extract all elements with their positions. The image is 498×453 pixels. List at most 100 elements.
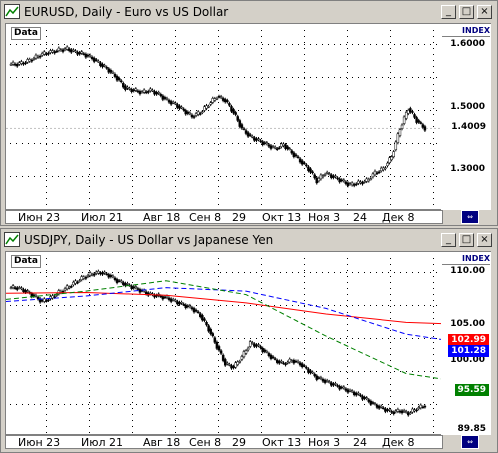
grid-dot <box>292 143 293 144</box>
title-bar[interactable]: USDJPY, Daily - US Dollar vs Japanese Ye… <box>2 230 496 250</box>
candle-body <box>86 275 90 277</box>
grid-dot <box>175 318 176 319</box>
candle-body <box>217 346 221 351</box>
grid-dot <box>132 432 133 433</box>
candle-body <box>259 346 262 349</box>
grid-dot <box>304 30 305 31</box>
grid-dot <box>154 305 155 306</box>
minimize-button[interactable]: _ <box>441 5 456 19</box>
grid-dot <box>244 305 245 306</box>
title-bar[interactable]: EURUSD, Daily - Euro vs US Dollar _ □ × <box>2 2 496 22</box>
grid-dot <box>390 72 391 73</box>
grid-dot <box>322 272 323 273</box>
x-tick: Дек 8 <box>382 211 415 224</box>
grid-dot <box>46 168 47 169</box>
grid-dot <box>112 110 113 111</box>
candle-body <box>319 377 323 379</box>
candle-body <box>199 113 202 115</box>
grid-dot <box>112 305 113 306</box>
grid-dot <box>433 384 434 385</box>
price-plot[interactable]: Data <box>5 251 443 435</box>
grid-dot <box>433 312 434 313</box>
grid-dot <box>52 338 53 339</box>
grid-dot <box>436 77 437 78</box>
grid-dot <box>46 144 47 145</box>
candle-body <box>9 287 13 289</box>
grid-dot <box>304 150 305 151</box>
grid-dot <box>261 264 262 265</box>
time-axis[interactable]: Июн 23 Июл 21 Авг 18 Сен 8 29 Окт 13 Ноя… <box>5 210 443 224</box>
grid-dot <box>304 426 305 427</box>
candle-body <box>367 179 371 182</box>
grid-dot <box>328 371 329 372</box>
grid-dot <box>347 132 348 133</box>
grid-dot <box>304 338 305 339</box>
candle-body <box>375 172 379 175</box>
grid-dot <box>28 272 29 273</box>
grid-dot <box>261 204 262 205</box>
grid-dot <box>424 77 425 78</box>
close-button[interactable]: × <box>477 233 492 247</box>
candle-body <box>105 66 108 69</box>
time-axis[interactable]: Июн 23 Июл 21 Авг 18 Сен 8 29 Окт 13 Ноя… <box>5 435 443 449</box>
candle-body <box>184 110 187 115</box>
grid-dot <box>132 312 133 313</box>
grid-dot <box>16 110 17 111</box>
grid-dot <box>316 77 317 78</box>
grid-dot <box>132 414 133 415</box>
grid-dot <box>175 384 176 385</box>
scale-fix-icon[interactable]: ⇔ <box>461 210 479 224</box>
grid-dot <box>370 338 371 339</box>
grid-dot <box>304 384 305 385</box>
maximize-button[interactable]: □ <box>459 233 474 247</box>
grid-dot <box>346 272 347 273</box>
grid-dot <box>112 44 113 45</box>
grid-dot <box>394 44 395 45</box>
grid-dot <box>394 338 395 339</box>
minimize-button[interactable]: _ <box>441 233 456 247</box>
grid-dot <box>256 305 257 306</box>
grid-dot <box>94 77 95 78</box>
grid-dot <box>175 330 176 331</box>
grid-dot <box>132 264 133 265</box>
grid-dot <box>160 272 161 273</box>
price-axis[interactable]: INDEX 1.6000 1.5000 1.3000 1.4009 <box>441 23 491 210</box>
scale-fix-icon[interactable]: ⇔ <box>461 435 479 449</box>
grid-dot <box>175 312 176 313</box>
grid-dot <box>10 176 11 177</box>
grid-dot <box>89 198 90 199</box>
price-axis[interactable]: INDEX 110.00 105.00 100.00 102.99 101.28… <box>441 251 491 435</box>
grid-dot <box>89 432 90 433</box>
grid-dot <box>118 371 119 372</box>
grid-dot <box>132 270 133 271</box>
grid-dot <box>250 272 251 273</box>
grid-dot <box>218 288 219 289</box>
grid-dot <box>382 371 383 372</box>
grid-dot <box>124 338 125 339</box>
grid-dot <box>175 354 176 355</box>
grid-dot <box>82 77 83 78</box>
grid-dot <box>304 110 305 111</box>
grid-dot <box>304 84 305 85</box>
grid-dot <box>352 110 353 111</box>
candle-body <box>228 103 231 106</box>
grid-dot <box>202 272 203 273</box>
maximize-button[interactable]: □ <box>459 5 474 19</box>
grid-dot <box>89 414 90 415</box>
grid-dot <box>58 143 59 144</box>
grid-dot <box>261 42 262 43</box>
grid-dot <box>218 180 219 181</box>
close-button[interactable]: × <box>477 5 492 19</box>
grid-dot <box>124 143 125 144</box>
grid-dot <box>304 288 305 289</box>
grid-dot <box>46 138 47 139</box>
grid-dot <box>261 90 262 91</box>
grid-dot <box>304 360 305 361</box>
grid-dot <box>112 143 113 144</box>
grid-dot <box>100 176 101 177</box>
price-plot[interactable]: Data <box>5 23 443 210</box>
grid-dot <box>175 348 176 349</box>
grid-dot <box>347 114 348 115</box>
grid-dot <box>148 338 149 339</box>
grid-dot <box>40 305 41 306</box>
